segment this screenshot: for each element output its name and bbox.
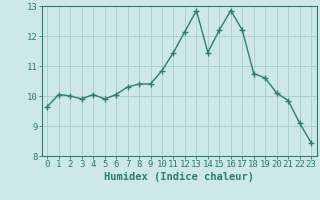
- X-axis label: Humidex (Indice chaleur): Humidex (Indice chaleur): [104, 172, 254, 182]
